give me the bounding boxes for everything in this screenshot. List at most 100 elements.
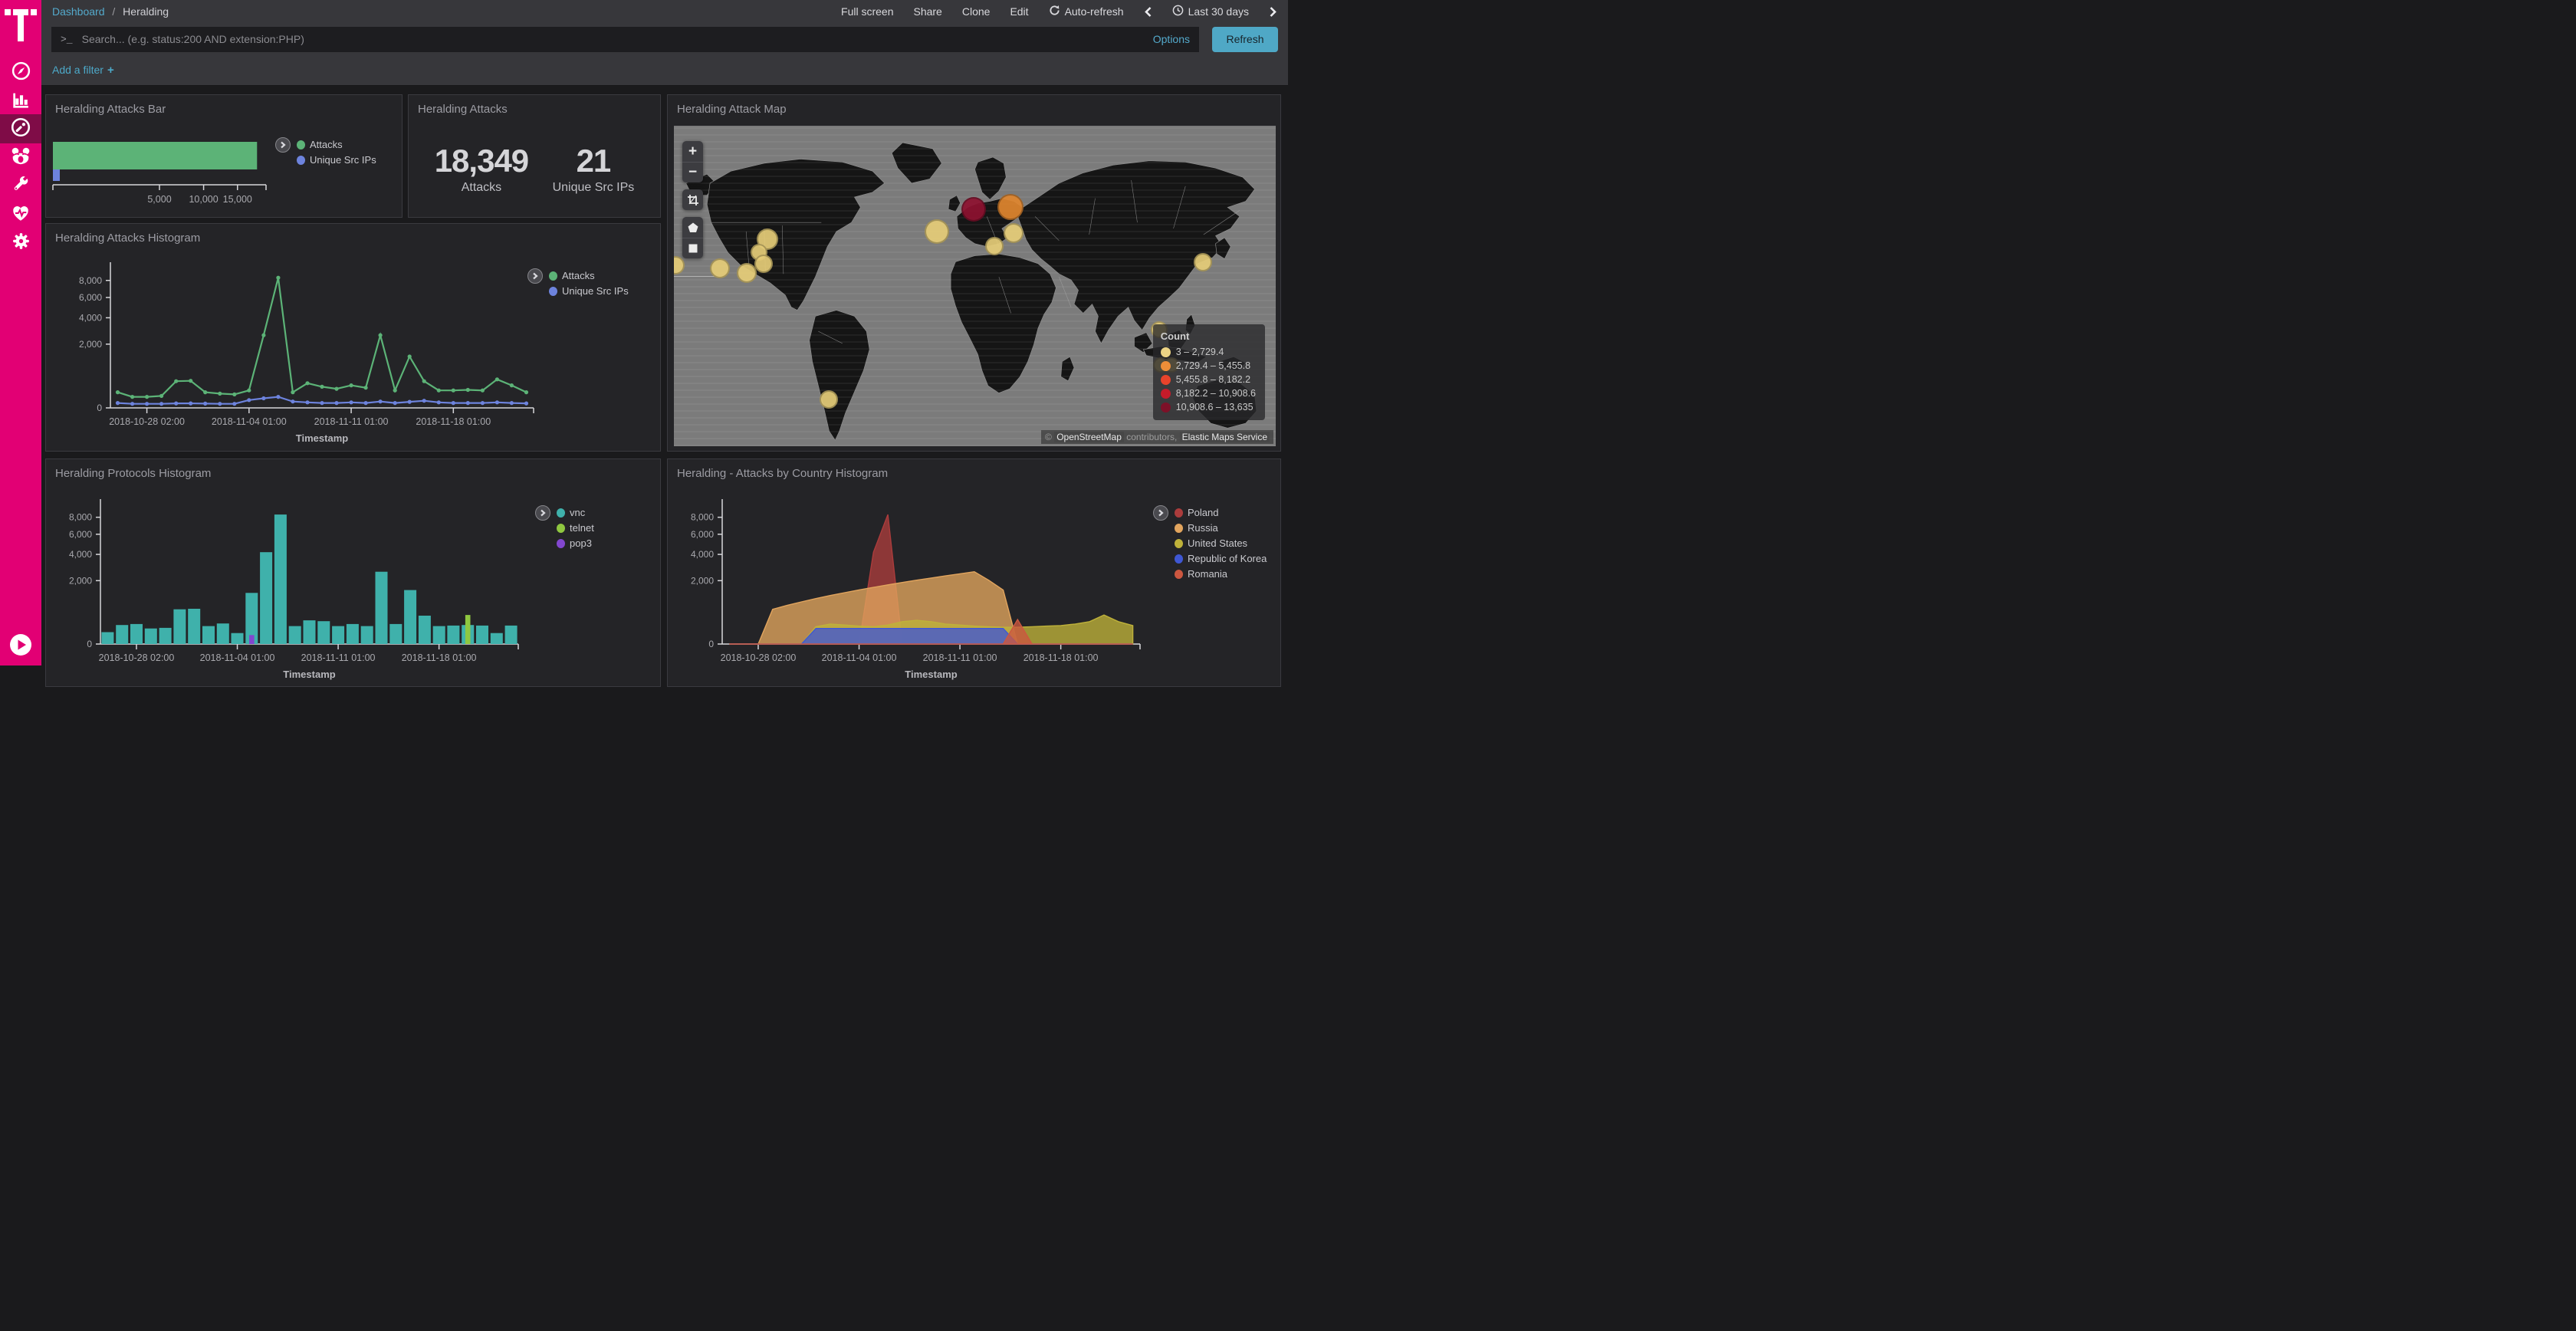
- bar[interactable]: [317, 621, 330, 644]
- bar[interactable]: [145, 629, 157, 644]
- bar[interactable]: [447, 626, 459, 644]
- bar[interactable]: [260, 552, 272, 644]
- data-point[interactable]: [495, 377, 499, 381]
- breadcrumb-dashboard-link[interactable]: Dashboard: [52, 5, 105, 18]
- map-attack-circle[interactable]: [754, 255, 773, 273]
- data-point[interactable]: [174, 380, 178, 383]
- data-point[interactable]: [291, 399, 294, 403]
- data-point[interactable]: [218, 402, 222, 406]
- auto-refresh-button[interactable]: Auto-refresh: [1049, 5, 1124, 18]
- data-point[interactable]: [320, 385, 324, 389]
- protocols-histogram-chart[interactable]: 02,0004,0006,0008,0002018-10-28 02:00201…: [46, 459, 660, 686]
- data-point[interactable]: [452, 389, 455, 393]
- data-point[interactable]: [466, 388, 470, 392]
- time-forward-button[interactable]: [1269, 6, 1277, 18]
- clone-button[interactable]: Clone: [962, 5, 991, 18]
- sidebar-item-monitoring[interactable]: [0, 200, 41, 229]
- sidebar-item-t-pot[interactable]: [0, 143, 41, 173]
- sidebar-collapse-toggle[interactable]: [0, 632, 41, 661]
- data-point[interactable]: [189, 379, 192, 383]
- options-link[interactable]: Options: [1153, 33, 1190, 45]
- data-point[interactable]: [510, 383, 514, 387]
- map-attack-circle[interactable]: [925, 219, 949, 244]
- data-point[interactable]: [466, 401, 470, 405]
- bar[interactable]: [116, 625, 128, 644]
- refresh-button[interactable]: Refresh: [1212, 27, 1278, 52]
- bar[interactable]: [188, 609, 200, 644]
- data-point[interactable]: [261, 334, 265, 337]
- legend-toggle[interactable]: [527, 268, 543, 284]
- data-point[interactable]: [116, 401, 120, 405]
- data-point[interactable]: [159, 402, 163, 406]
- legend-item[interactable]: Romania: [1175, 568, 1267, 580]
- data-point[interactable]: [334, 401, 338, 405]
- attacks-histogram-svg[interactable]: 02,0004,0006,0008,0002018-10-28 02:00201…: [46, 224, 660, 451]
- map-attack-circle[interactable]: [1004, 223, 1024, 243]
- share-button[interactable]: Share: [913, 5, 941, 18]
- data-point[interactable]: [495, 400, 499, 404]
- legend-toggle[interactable]: [1153, 505, 1168, 521]
- data-point[interactable]: [393, 389, 397, 393]
- search-input[interactable]: [82, 33, 1145, 45]
- data-point[interactable]: [232, 402, 236, 406]
- bar[interactable]: [304, 620, 316, 644]
- elastic-maps-service-link[interactable]: Elastic Maps Service: [1180, 432, 1270, 442]
- data-point[interactable]: [510, 401, 514, 405]
- data-point[interactable]: [393, 401, 397, 405]
- map-attack-circle[interactable]: [710, 258, 730, 278]
- map-attack-circle[interactable]: [997, 194, 1024, 220]
- bar[interactable]: [404, 590, 416, 644]
- data-point[interactable]: [437, 400, 441, 404]
- bar[interactable]: [101, 633, 113, 645]
- data-point[interactable]: [159, 394, 163, 398]
- sidebar-item-dashboard[interactable]: [0, 114, 41, 143]
- sidebar-item-discover[interactable]: [0, 58, 41, 87]
- data-point[interactable]: [481, 401, 485, 405]
- data-point[interactable]: [218, 392, 222, 396]
- bar[interactable]: [289, 626, 301, 644]
- bar[interactable]: [173, 610, 186, 644]
- bar[interactable]: [476, 626, 488, 644]
- data-point[interactable]: [276, 276, 280, 280]
- legend-item[interactable]: Russia: [1175, 522, 1267, 534]
- data-point[interactable]: [364, 386, 368, 389]
- map-attack-circle[interactable]: [985, 237, 1004, 255]
- legend-item[interactable]: Unique Src IPs: [297, 154, 376, 166]
- data-point[interactable]: [379, 334, 383, 337]
- map-attack-circle[interactable]: [1194, 253, 1212, 271]
- bar[interactable]: [274, 514, 287, 644]
- legend-item[interactable]: Unique Src IPs: [549, 285, 629, 297]
- data-point[interactable]: [408, 354, 412, 358]
- legend-item[interactable]: United States: [1175, 537, 1267, 549]
- data-point[interactable]: [247, 398, 251, 402]
- bar[interactable]: [376, 572, 388, 644]
- data-point[interactable]: [422, 380, 426, 383]
- bar[interactable]: [433, 626, 445, 644]
- data-point[interactable]: [481, 389, 485, 393]
- fit-data-bounds-button[interactable]: [682, 189, 703, 210]
- data-point[interactable]: [524, 390, 528, 394]
- legend-toggle[interactable]: [275, 137, 291, 153]
- bar[interactable]: [249, 635, 255, 644]
- data-point[interactable]: [261, 396, 265, 400]
- full-screen-button[interactable]: Full screen: [841, 5, 893, 18]
- bar[interactable]: [347, 624, 359, 644]
- bar[interactable]: [202, 626, 215, 644]
- data-point[interactable]: [364, 401, 368, 405]
- map-attack-circle[interactable]: [961, 197, 986, 222]
- data-point[interactable]: [320, 401, 324, 405]
- bar[interactable]: [505, 626, 518, 644]
- bar[interactable]: [159, 628, 172, 644]
- data-point[interactable]: [524, 402, 528, 406]
- legend-item[interactable]: telnet: [557, 522, 594, 534]
- data-point[interactable]: [130, 402, 134, 406]
- data-point[interactable]: [452, 401, 455, 405]
- legend-item[interactable]: Republic of Korea: [1175, 553, 1267, 564]
- data-point[interactable]: [291, 390, 294, 394]
- legend-item[interactable]: Attacks: [549, 270, 629, 281]
- data-point[interactable]: [305, 400, 309, 404]
- sidebar-item-management[interactable]: [0, 228, 41, 258]
- bar[interactable]: [419, 616, 431, 644]
- data-point[interactable]: [232, 393, 236, 396]
- legend-item[interactable]: Poland: [1175, 507, 1267, 518]
